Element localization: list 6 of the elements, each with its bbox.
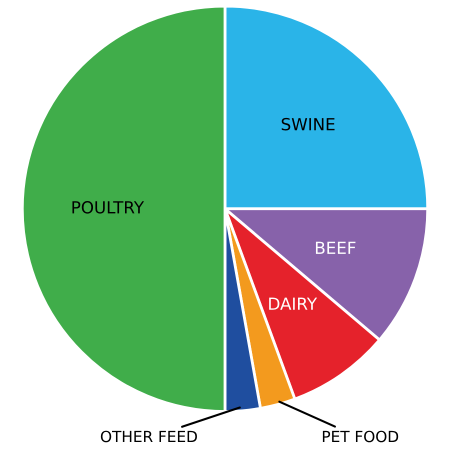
- slice-label: SWINE: [282, 118, 335, 130]
- slice-label: PET FOOD: [322, 430, 398, 442]
- slice-label: DAIRY: [269, 298, 318, 310]
- slice-label: BEEF: [316, 242, 356, 254]
- slice-label: POULTRY: [72, 201, 144, 214]
- slice-label: OTHER FEED: [100, 430, 197, 442]
